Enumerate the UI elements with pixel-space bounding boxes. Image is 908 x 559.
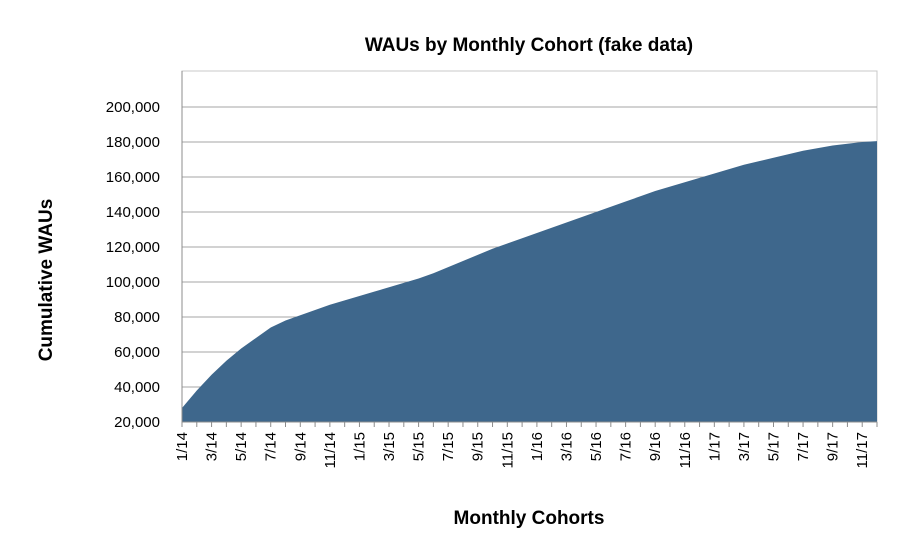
x-tick-label: 5/17: [766, 432, 783, 461]
y-tick-label: 180,000: [106, 134, 160, 151]
x-tick-label: 11/15: [499, 432, 516, 468]
x-tick-label: 7/16: [618, 432, 635, 461]
x-tick-label: 5/15: [411, 432, 428, 461]
x-tick-label: 3/14: [204, 432, 221, 461]
x-tick-label: 3/17: [736, 432, 753, 461]
x-tick-label: 1/14: [174, 432, 191, 461]
x-tick-label: 1/16: [529, 432, 546, 461]
x-tick-label: 7/15: [440, 432, 457, 461]
x-tick-label: 9/17: [825, 432, 842, 461]
y-tick-label: 60,000: [114, 344, 160, 361]
area-series: [182, 141, 877, 422]
y-axis-title: Cumulative WAUs: [36, 199, 57, 362]
x-tick-label: 1/17: [706, 432, 723, 461]
x-tick-label: 5/14: [233, 432, 250, 461]
chart-title: WAUs by Monthly Cohort (fake data): [365, 35, 693, 56]
y-tick-label: 40,000: [114, 379, 160, 396]
x-tick-label: 3/16: [559, 432, 576, 461]
y-axis-tick-labels: 20,000 40,000 60,000 80,000 100,000 120,000 14…: [106, 99, 160, 431]
y-tick-label: 120,000: [106, 239, 160, 256]
y-tick-label: 140,000: [106, 204, 160, 221]
x-tick-label: 9/14: [292, 432, 309, 461]
x-tick-label: 7/14: [263, 432, 280, 461]
x-tick-label: 9/15: [470, 432, 487, 461]
y-tick-label: 20,000: [114, 414, 160, 431]
x-tick-label: 7/17: [795, 432, 812, 461]
x-tick-label: 1/15: [351, 432, 368, 461]
axes: [181, 71, 878, 427]
x-tick-label: 9/16: [647, 432, 664, 461]
x-tick-label: 11/16: [677, 432, 694, 468]
y-tick-label: 160,000: [106, 169, 160, 186]
x-axis-tick-labels: 1/14 3/14 5/14 7/14 9/14 11/14 1/15 3/15 5/15 7/1…: [174, 432, 871, 468]
x-tick-label: 11/14: [322, 432, 339, 468]
y-tick-label: 80,000: [114, 309, 160, 326]
y-tick-label: 200,000: [106, 99, 160, 116]
x-tick-label: 11/17: [854, 432, 871, 468]
x-tick-label: 5/16: [588, 432, 605, 461]
y-tick-label: 100,000: [106, 274, 160, 291]
x-tick-label: 3/15: [381, 432, 398, 461]
x-axis-title: Monthly Cohorts: [454, 508, 605, 529]
